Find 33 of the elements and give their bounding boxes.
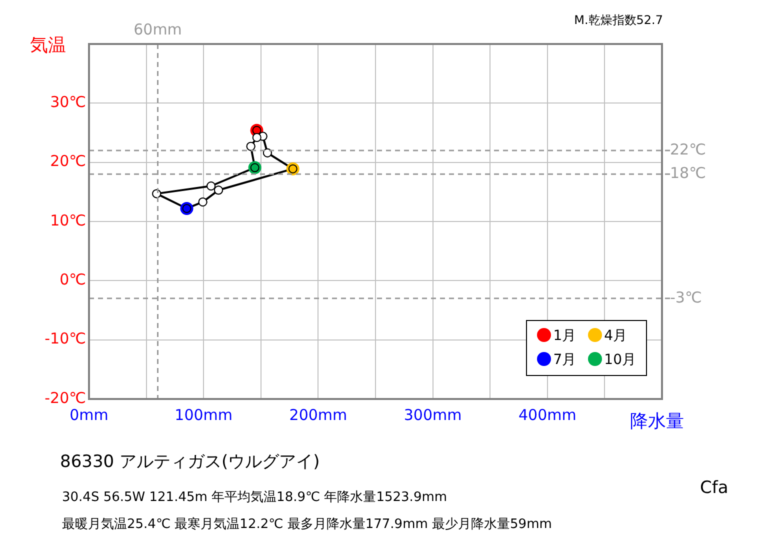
x-tick-label: 100mm: [174, 406, 233, 424]
x-axis-title: 降水量: [630, 410, 684, 433]
point: [214, 186, 223, 195]
text: Cfa: [700, 478, 728, 498]
ref-line-label: 18℃: [670, 164, 706, 182]
point: [206, 182, 216, 190]
legend-label: 7月: [552, 351, 576, 369]
y-tick-label: 30℃: [50, 93, 86, 112]
x-tick-label: 400mm: [518, 406, 576, 424]
point: [262, 148, 272, 158]
text: 最暖月気温25.4℃ 最寒月気温12.2℃ 最多月降水量177.9mm 最少月降水量59mm: [62, 516, 552, 533]
x-tick-label: 200mm: [289, 406, 348, 424]
point: [152, 189, 162, 198]
y-tick-label: 10℃: [50, 211, 86, 230]
ref-line-label: 60mm: [134, 20, 182, 38]
y-tick-label: 0℃: [60, 270, 86, 289]
ref-line-label: 22℃: [670, 140, 706, 158]
text: 30.4S 56.5W 121.45m 年平均気温18.9℃ 年降水量1523.9mm: [62, 489, 448, 506]
text: M.乾燥指数52.7: [574, 12, 663, 29]
x-tick-label: 300mm: [404, 406, 462, 424]
point: [246, 142, 256, 151]
point: [252, 132, 262, 142]
legend-label: 10月: [603, 351, 636, 369]
x-tick-label: 0mm: [70, 406, 108, 424]
legend-label: 1月: [552, 327, 576, 345]
text: 86330 アルティガス(ウルグアイ): [60, 451, 320, 473]
y-tick-label: 20℃: [50, 152, 86, 170]
y-axis-title: 気温: [30, 34, 66, 57]
y-tick-label: -20℃: [44, 388, 86, 407]
y-tick-label: -10℃: [44, 330, 86, 348]
ref-line-label: -3℃: [670, 288, 702, 306]
legend-label: 4月: [603, 327, 628, 345]
point: [198, 197, 208, 206]
